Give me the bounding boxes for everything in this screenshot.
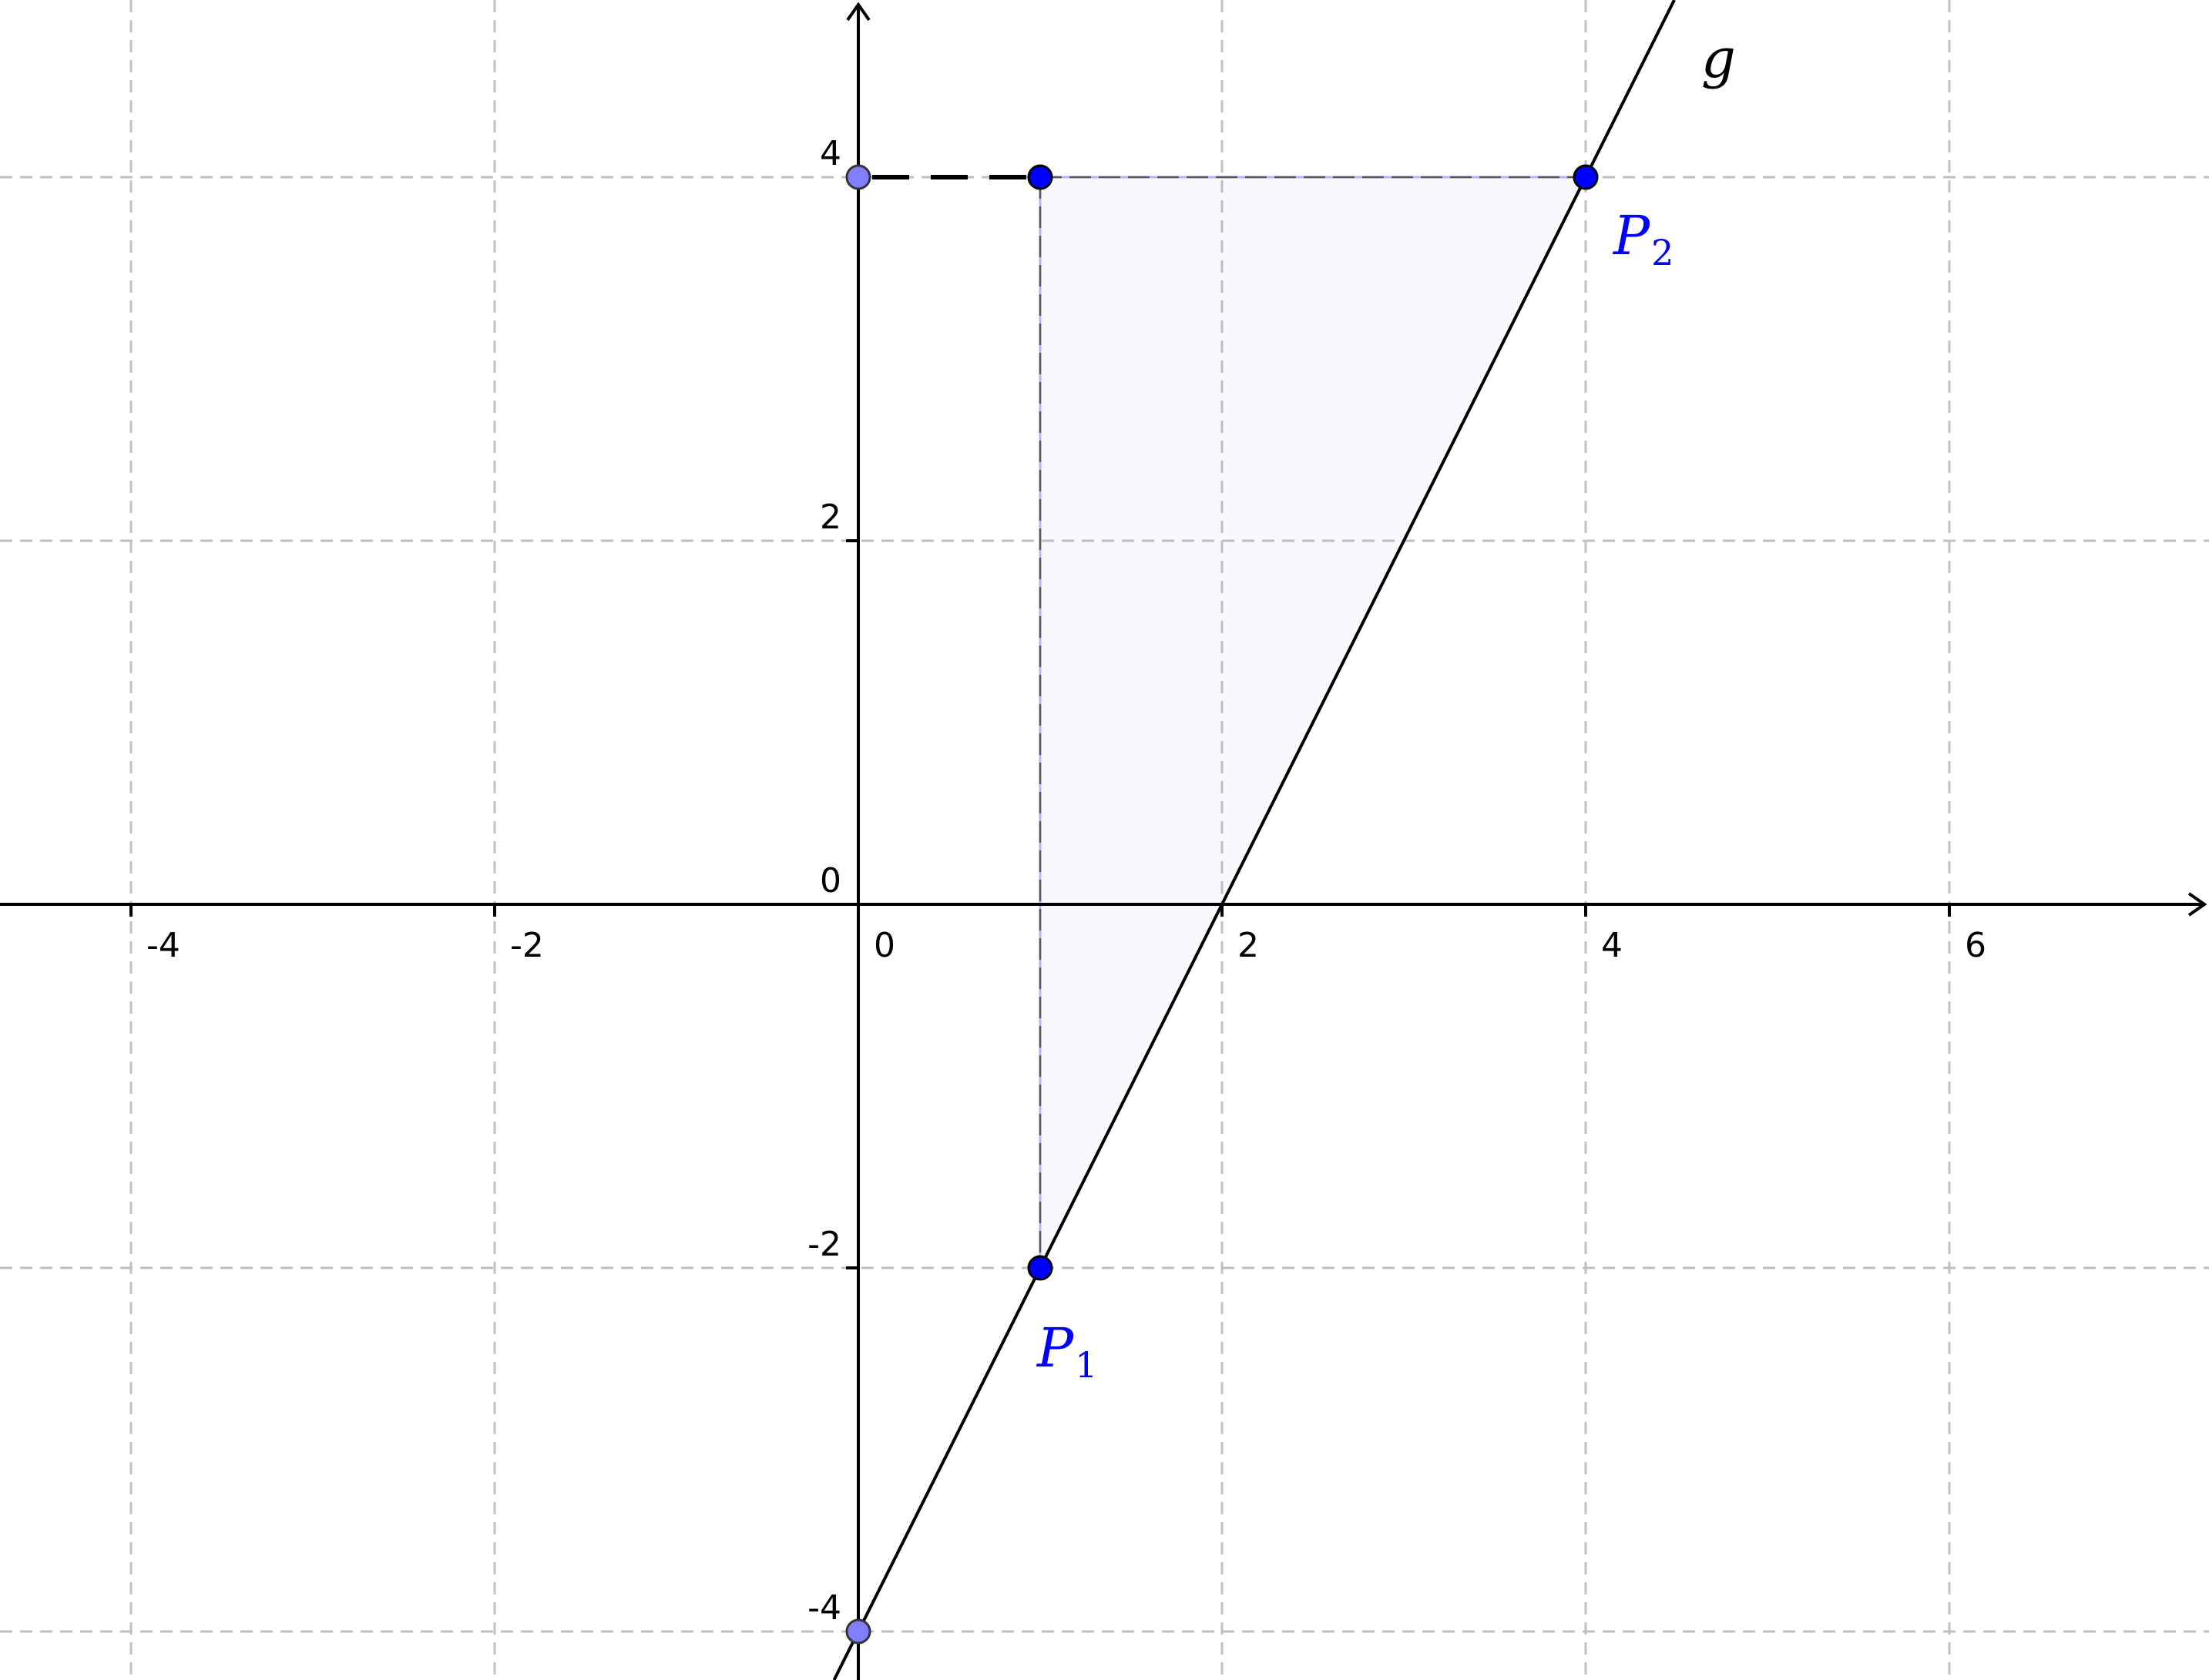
x-tick-label: 6 — [1965, 926, 1986, 965]
point-p1 — [1027, 1255, 1053, 1281]
point-label-subscript: 2 — [1651, 232, 1674, 273]
point-y-axis-top — [845, 164, 871, 190]
line-g — [832, 0, 1676, 1680]
point-p2 — [1573, 164, 1599, 190]
y-tick-label: 0 — [820, 861, 841, 900]
x-tick-label: -4 — [146, 926, 180, 965]
point-label-p1: P1 — [1036, 1316, 1097, 1386]
points — [845, 164, 1599, 1645]
point-y-intercept — [845, 1618, 871, 1645]
y-tick-label: -4 — [807, 1588, 841, 1628]
y-tick-label: -2 — [807, 1225, 841, 1264]
x-tick-label: -2 — [510, 926, 544, 965]
labels: g P1 P2 — [1036, 27, 1736, 1386]
line-g-label: g — [1701, 27, 1736, 90]
triangle-layer — [872, 175, 1588, 1269]
point-label-p2: P2 — [1612, 204, 1674, 273]
x-tick-label: 0 — [874, 926, 895, 965]
x-axis-arrow-icon — [2187, 892, 2207, 917]
y-tick-label: 2 — [820, 498, 841, 537]
point-label-subscript: 1 — [1075, 1344, 1097, 1386]
x-tick-label: 4 — [1601, 926, 1623, 965]
x-tick-label: 2 — [1237, 926, 1259, 965]
line-g-layer — [832, 0, 1676, 1680]
y-tick-label: 4 — [820, 134, 841, 173]
y-axis-arrow-icon — [846, 2, 871, 22]
point-corner — [1027, 164, 1053, 190]
